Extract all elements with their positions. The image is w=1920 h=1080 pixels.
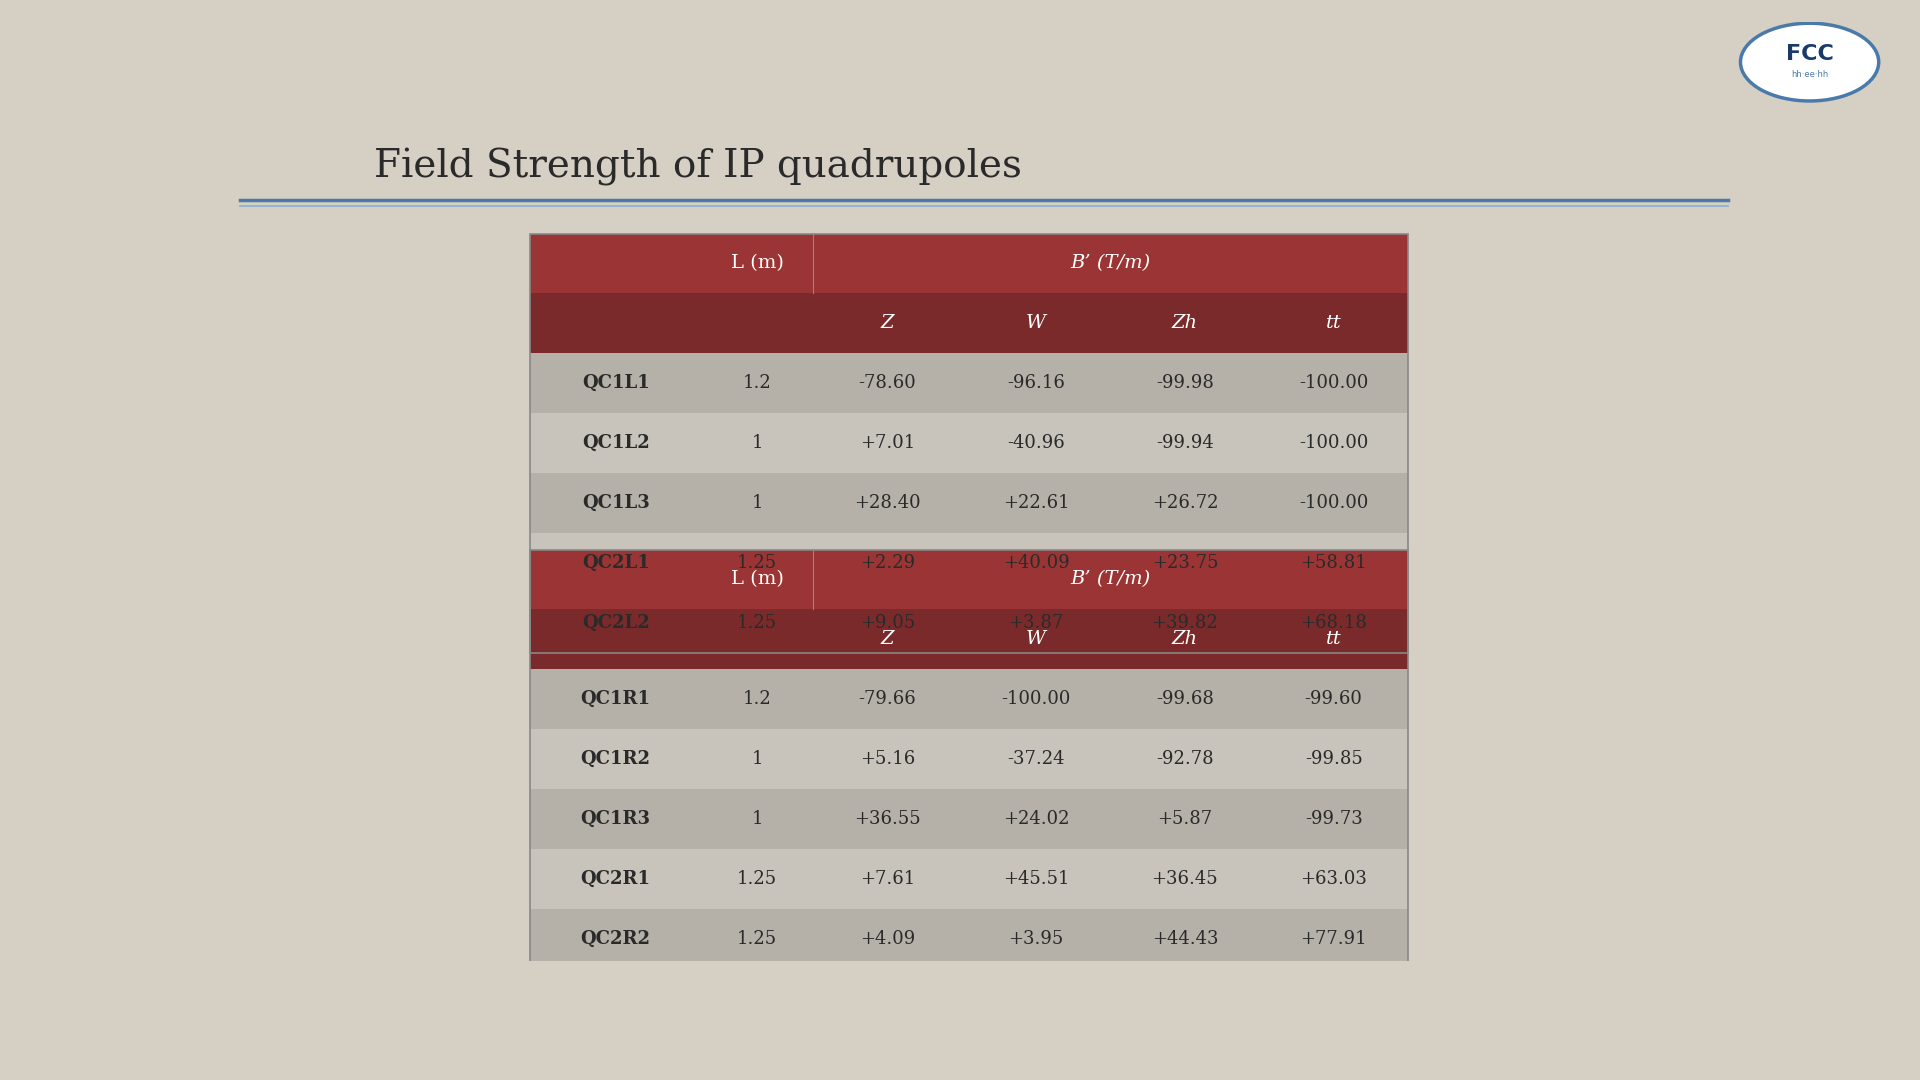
Text: -99.98: -99.98 [1156, 375, 1213, 392]
Text: Zh: Zh [1171, 631, 1198, 648]
Text: W: W [1025, 314, 1046, 333]
Text: -92.78: -92.78 [1156, 751, 1213, 768]
FancyBboxPatch shape [530, 233, 1407, 294]
Text: +26.72: +26.72 [1152, 494, 1217, 512]
Text: QC2L2: QC2L2 [582, 613, 649, 632]
Text: 1: 1 [751, 810, 762, 828]
Text: +45.51: +45.51 [1002, 869, 1069, 888]
Text: +58.81: +58.81 [1300, 554, 1367, 572]
Text: QC1L3: QC1L3 [582, 494, 649, 512]
Text: Field Strength of IP quadrupoles: Field Strength of IP quadrupoles [374, 148, 1021, 186]
Text: +36.55: +36.55 [854, 810, 920, 828]
Text: -40.96: -40.96 [1008, 434, 1066, 453]
Text: 1: 1 [751, 751, 762, 768]
Text: +23.75: +23.75 [1152, 554, 1217, 572]
Text: -100.00: -100.00 [1300, 434, 1369, 453]
Text: hh·ee·hh: hh·ee·hh [1791, 70, 1828, 79]
Text: -99.85: -99.85 [1306, 751, 1363, 768]
Text: QC1L2: QC1L2 [582, 434, 649, 453]
FancyBboxPatch shape [530, 550, 1407, 609]
Text: QC1R3: QC1R3 [580, 810, 651, 828]
Text: QC2L1: QC2L1 [582, 554, 649, 572]
Text: 1.25: 1.25 [737, 869, 778, 888]
Text: 1.25: 1.25 [737, 613, 778, 632]
Circle shape [1740, 23, 1878, 102]
Text: FCC: FCC [1786, 44, 1834, 64]
Text: +39.82: +39.82 [1152, 613, 1219, 632]
Text: -100.00: -100.00 [1300, 494, 1369, 512]
Text: -99.73: -99.73 [1306, 810, 1363, 828]
Text: +5.87: +5.87 [1158, 810, 1212, 828]
FancyBboxPatch shape [530, 670, 1407, 729]
Text: tt: tt [1327, 631, 1342, 648]
Text: Z: Z [881, 314, 895, 333]
Text: QC2R1: QC2R1 [580, 869, 651, 888]
FancyBboxPatch shape [530, 849, 1407, 908]
Text: +3.95: +3.95 [1008, 930, 1064, 948]
Text: +22.61: +22.61 [1002, 494, 1069, 512]
Text: 1.25: 1.25 [737, 554, 778, 572]
Text: -99.60: -99.60 [1306, 690, 1363, 708]
Text: +36.45: +36.45 [1152, 869, 1217, 888]
FancyBboxPatch shape [530, 609, 1407, 670]
Text: W: W [1025, 631, 1046, 648]
FancyBboxPatch shape [530, 473, 1407, 532]
Text: 1.2: 1.2 [743, 375, 772, 392]
Text: -100.00: -100.00 [1002, 690, 1071, 708]
FancyBboxPatch shape [530, 294, 1407, 353]
Text: -79.66: -79.66 [858, 690, 916, 708]
Text: +28.40: +28.40 [854, 494, 920, 512]
Text: B’ (T/m): B’ (T/m) [1069, 570, 1150, 589]
Text: +9.05: +9.05 [860, 613, 916, 632]
Text: +2.29: +2.29 [860, 554, 914, 572]
Text: QC2R2: QC2R2 [580, 930, 651, 948]
Text: QC1L1: QC1L1 [582, 375, 649, 392]
Text: L (m): L (m) [732, 570, 783, 589]
FancyBboxPatch shape [530, 729, 1407, 789]
Text: +4.09: +4.09 [860, 930, 916, 948]
Text: +5.16: +5.16 [860, 751, 916, 768]
FancyBboxPatch shape [530, 532, 1407, 593]
FancyBboxPatch shape [530, 789, 1407, 849]
Text: -37.24: -37.24 [1008, 751, 1066, 768]
FancyBboxPatch shape [530, 353, 1407, 414]
Text: -99.68: -99.68 [1156, 690, 1213, 708]
Text: -78.60: -78.60 [858, 375, 916, 392]
Text: -100.00: -100.00 [1300, 375, 1369, 392]
Text: +3.87: +3.87 [1008, 613, 1064, 632]
Text: +24.02: +24.02 [1002, 810, 1069, 828]
Text: +40.09: +40.09 [1002, 554, 1069, 572]
Text: 1.2: 1.2 [743, 690, 772, 708]
Text: B’ (T/m): B’ (T/m) [1069, 255, 1150, 272]
Text: 1: 1 [751, 434, 762, 453]
Text: +63.03: +63.03 [1300, 869, 1367, 888]
Text: +7.01: +7.01 [860, 434, 916, 453]
Text: +7.61: +7.61 [860, 869, 916, 888]
Text: -96.16: -96.16 [1008, 375, 1066, 392]
FancyBboxPatch shape [530, 414, 1407, 473]
Text: QC1R2: QC1R2 [580, 751, 651, 768]
Text: Z: Z [881, 631, 895, 648]
Text: 1.25: 1.25 [737, 930, 778, 948]
Text: 1: 1 [751, 494, 762, 512]
Text: +68.18: +68.18 [1300, 613, 1367, 632]
Text: -99.94: -99.94 [1156, 434, 1213, 453]
Text: +77.91: +77.91 [1300, 930, 1367, 948]
FancyBboxPatch shape [530, 593, 1407, 652]
Text: L (m): L (m) [732, 255, 783, 272]
FancyBboxPatch shape [530, 908, 1407, 969]
Text: QC1R1: QC1R1 [580, 690, 651, 708]
Text: tt: tt [1327, 314, 1342, 333]
Text: Zh: Zh [1171, 314, 1198, 333]
Text: +44.43: +44.43 [1152, 930, 1217, 948]
